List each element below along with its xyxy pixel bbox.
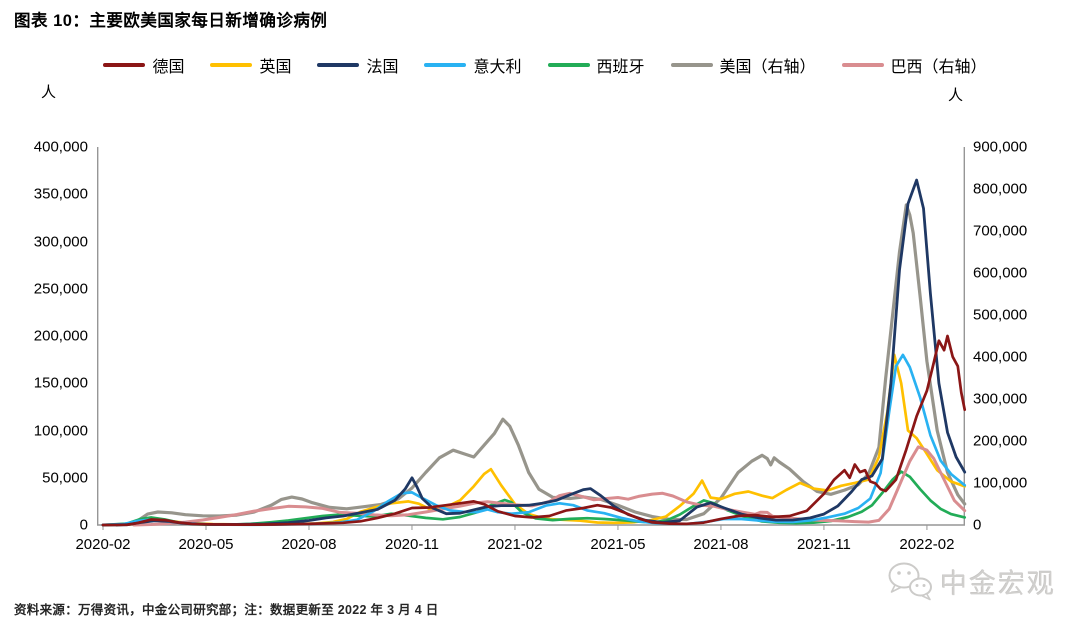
series-line-germany bbox=[101, 334, 967, 527]
legend-label-france: 法国 bbox=[366, 59, 399, 76]
x-axis-tick-label: 2020-02 bbox=[75, 536, 131, 553]
legend-swatch-uk bbox=[210, 63, 253, 67]
left-axis-tick-label: 0 bbox=[79, 516, 88, 534]
legend-item-uk: 英国 bbox=[210, 53, 291, 77]
chart-legend: 德国 英国 法国 意大利 西班牙 美国（右轴） 巴西（右轴） bbox=[50, 53, 1040, 77]
legend-swatch-germany bbox=[103, 63, 146, 67]
legend-swatch-france bbox=[317, 63, 360, 67]
right-axis-unit: 人 bbox=[948, 87, 964, 104]
right-axis-tick-label: 600,000 bbox=[973, 264, 1028, 282]
wechat-icon bbox=[888, 562, 932, 601]
series-line-france bbox=[101, 178, 967, 527]
right-axis-tick-label: 0 bbox=[973, 516, 982, 534]
right-axis-tick-label: 900,000 bbox=[973, 138, 1028, 156]
legend-item-italy: 意大利 bbox=[424, 53, 522, 77]
left-axis-tick-label: 150,000 bbox=[33, 374, 88, 392]
legend-label-spain: 西班牙 bbox=[596, 59, 645, 76]
legend-label-uk: 英国 bbox=[259, 59, 292, 76]
legend-swatch-spain bbox=[547, 63, 590, 67]
watermark-text: 中金宏观 bbox=[940, 568, 1056, 599]
legend-swatch-usa bbox=[670, 63, 713, 67]
right-axis-tick-label: 800,000 bbox=[973, 180, 1028, 198]
legend-label-germany: 德国 bbox=[152, 59, 185, 76]
right-axis-tick-label: 100,000 bbox=[973, 474, 1028, 492]
legend-item-usa: 美国（右轴） bbox=[670, 53, 816, 77]
line-chart-plot bbox=[97, 147, 967, 530]
legend-item-spain: 西班牙 bbox=[547, 53, 645, 77]
x-axis-tick-label: 2020-11 bbox=[385, 536, 439, 553]
source-note: 资料来源：万得资讯，中金公司研究部；注：数据更新至 2022 年 3 月 4 日 bbox=[14, 603, 439, 617]
left-axis-tick-label: 350,000 bbox=[33, 185, 88, 203]
x-axis-tick-label: 2020-08 bbox=[281, 536, 337, 553]
series-line-italy bbox=[101, 353, 967, 527]
legend-label-brazil: 巴西（右轴） bbox=[890, 59, 987, 76]
x-axis-tick-label: 2021-05 bbox=[590, 536, 646, 553]
left-axis-unit: 人 bbox=[41, 84, 57, 101]
right-axis-tick-label: 200,000 bbox=[973, 432, 1028, 450]
x-axis-tick-label: 2021-08 bbox=[693, 536, 749, 553]
legend-item-germany: 德国 bbox=[103, 53, 184, 77]
left-axis-tick-label: 100,000 bbox=[33, 422, 88, 439]
legend-swatch-italy bbox=[424, 63, 467, 67]
left-axis-tick-label: 300,000 bbox=[33, 233, 88, 250]
series-line-uk bbox=[101, 353, 967, 527]
right-axis-tick-label: 300,000 bbox=[973, 390, 1028, 408]
left-axis-tick-label: 250,000 bbox=[33, 280, 88, 298]
left-axis-tick-label: 400,000 bbox=[33, 138, 88, 156]
legend-label-usa: 美国（右轴） bbox=[719, 59, 816, 76]
left-axis-tick-label: 50,000 bbox=[42, 469, 88, 487]
series-line-brazil bbox=[132, 445, 967, 527]
right-axis-tick-label: 700,000 bbox=[973, 222, 1028, 240]
legend-label-italy: 意大利 bbox=[473, 59, 522, 76]
x-axis-tick-label: 2022-02 bbox=[899, 536, 955, 553]
legend-swatch-brazil bbox=[841, 63, 884, 67]
left-axis-tick-label: 200,000 bbox=[33, 327, 88, 345]
legend-item-france: 法国 bbox=[317, 53, 398, 77]
figure-title: 图表 10：主要欧美国家每日新增确诊病例 bbox=[14, 12, 328, 30]
right-axis-tick-label: 400,000 bbox=[973, 348, 1028, 366]
x-axis-tick-label: 2021-02 bbox=[487, 536, 543, 553]
right-axis-tick-label: 500,000 bbox=[973, 306, 1028, 324]
x-axis-tick-label: 2021-11 bbox=[796, 536, 851, 553]
watermark: 中金宏观 bbox=[886, 560, 1056, 602]
legend-item-brazil: 巴西（右轴） bbox=[841, 53, 987, 77]
x-axis-tick-label: 2020-05 bbox=[178, 536, 234, 553]
